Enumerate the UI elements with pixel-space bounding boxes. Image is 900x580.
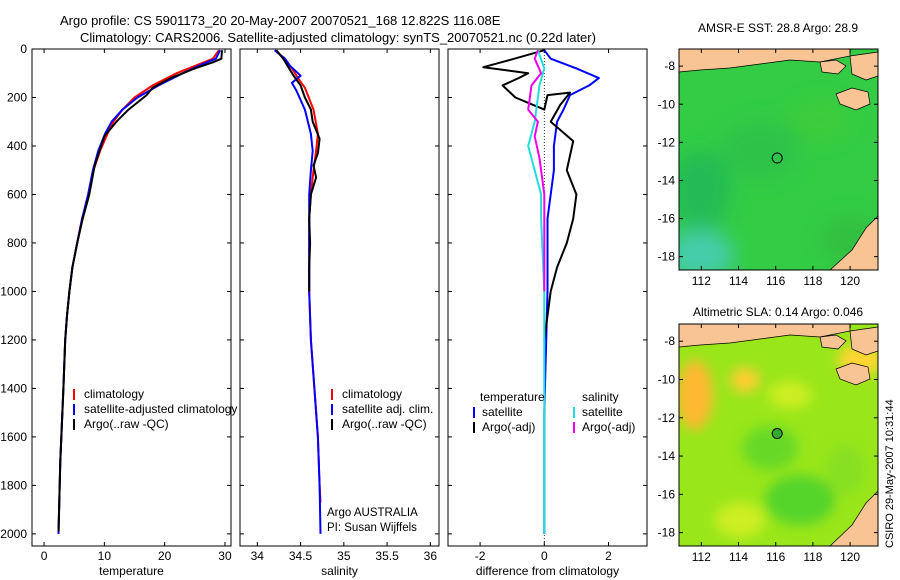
temperature-xtick-label: 30 (218, 549, 232, 563)
salinity-xtick-label: 35.5 (375, 549, 399, 563)
salinity-xlabel: salinity (321, 564, 358, 578)
difference-series-3-line (527, 49, 546, 292)
sst_map-ytick-label: -8 (664, 59, 675, 73)
bali-landmass (819, 59, 847, 75)
temperature-ytick-label: 1400 (0, 381, 27, 395)
sumbawa-landmass (849, 326, 878, 356)
pi-annotation: PI: Susan Wijffels (327, 522, 417, 534)
sst_map-xtick-label: 112 (692, 274, 711, 288)
sst_map-ytick-label: -14 (658, 173, 676, 187)
difference-legend-label: Argo(-adj) (582, 420, 635, 434)
sst_map-xtick-label: 120 (840, 274, 860, 288)
salinity-series-2-line (275, 49, 321, 292)
temperature-panel: 0 10 20 30 0 200 400 600 800 1000 1200 1400 1600 1800… (0, 42, 237, 578)
salinity-legend-label: climatology (342, 387, 402, 401)
salinity-legend-label: Argo(..raw -QC) (342, 417, 427, 431)
temperature-xtick-label: 20 (158, 549, 172, 563)
temperature-ytick-label: 0 (20, 42, 27, 56)
salinity-plot-frame (239, 48, 440, 547)
salinity-xtick-label: 34 (251, 549, 265, 563)
difference-xtick-label: 2 (605, 549, 612, 563)
sla_map-xtick-label: 120 (840, 550, 860, 564)
salinity-series-1-line (273, 49, 322, 534)
temperature-ytick-label: 1000 (0, 284, 27, 298)
sst_map-ytick-label: -16 (658, 212, 676, 226)
bali-landmass (819, 334, 847, 350)
difference-legend-label: Argo(-adj) (482, 420, 535, 434)
salinity-xtick-label: 35 (337, 549, 351, 563)
difference-series-1-line (482, 49, 578, 341)
difference-legend-label: satellite (482, 405, 523, 419)
temperature-ytick-label: 1600 (0, 430, 27, 444)
salinity-xtick-label: 36 (424, 549, 438, 563)
header-line-1: Argo profile: CS 5901173_20 20-May-2007 … (60, 13, 501, 28)
salinity-panel: 34 34.5 35 35.5 36 salinity climatologysatelli… (239, 48, 440, 578)
sla-map-axes: 112 114 116 118 120 -8 -10 -12 -14 -16 -18 (658, 324, 878, 564)
sst_map-ytick-label: -18 (658, 250, 676, 264)
sla_map-ytick-label: -12 (658, 411, 676, 425)
sst_map-xtick-label: 116 (766, 274, 785, 288)
sst_map-argo-position-marker (771, 152, 783, 164)
sla-map-panel: Altimetric SLA: 0.14 Argo: 0.046 112 114 1… (658, 305, 879, 564)
salinity-legend-label: satellite adj. clim. (342, 402, 433, 416)
sst-map-panel: AMSR-E SST: 28.8 Argo: 28.9 112 114 116 118… (658, 21, 879, 288)
difference-xtick-label: 0 (541, 549, 548, 563)
side-timestamp-label: CSIRO 29-May-2007 10:31:44 (884, 399, 896, 548)
australia-landmass (829, 490, 878, 546)
sst_map-xtick-label: 114 (729, 274, 748, 288)
sst_map-ytick-label: -10 (658, 97, 676, 111)
sla-map-title: Altimetric SLA: 0.14 Argo: 0.046 (693, 305, 863, 319)
difference-series-0-line (543, 49, 600, 534)
difference-xtick-label: -2 (475, 549, 486, 563)
temperature-plot-frame (31, 48, 232, 547)
sst-map-field (679, 49, 878, 270)
header-line-2: Climatology: CARS2006. Satellite-adjuste… (80, 30, 596, 45)
temperature-ytick-label: 600 (7, 187, 27, 201)
sst_map-ytick-label: -12 (658, 135, 676, 149)
sumbawa-landmass (849, 51, 878, 81)
temperature-ytick-label: 2000 (0, 527, 27, 541)
sla_map-argo-position-marker (771, 428, 783, 440)
sla_map-ytick-label: -10 (658, 373, 676, 387)
sst_map-xtick-label: 118 (803, 274, 822, 288)
temperature-legend-label: Argo(..raw -QC) (84, 417, 169, 431)
sla_map-ytick-label: -18 (658, 526, 676, 540)
difference-legend-header-temperature: temperature (480, 390, 545, 404)
temperature-ytick-label: 400 (7, 139, 27, 153)
temperature-series-2-line (57, 50, 223, 532)
temperature-legend-label: climatology (84, 387, 144, 401)
sla_map-xtick-label: 118 (803, 550, 822, 564)
salinity-xtick-label: 34.5 (289, 549, 313, 563)
difference-legend-header-salinity: salinity (582, 390, 619, 404)
temperature-xtick-label: 10 (98, 549, 112, 563)
sla_map-ytick-label: -8 (664, 334, 675, 348)
sla_map-xtick-label: 112 (692, 550, 711, 564)
australia-landmass (829, 215, 878, 270)
temperature-ytick-label: 1200 (0, 333, 27, 347)
temperature-ytick-label: 1800 (0, 478, 27, 492)
sumba-landmass (835, 362, 871, 386)
sla_map-ytick-label: -14 (658, 449, 676, 463)
temperature-xtick-label: 0 (41, 549, 48, 563)
temperature-ytick-label: 800 (7, 236, 27, 250)
temperature-ytick-label: 200 (7, 90, 27, 104)
sla_map-xtick-label: 114 (729, 550, 748, 564)
sumba-landmass (835, 87, 871, 111)
sla_map-ytick-label: -16 (658, 487, 676, 501)
sst-map-axes: 112 114 116 118 120 -8 -10 -12 -14 -16 -18 (658, 49, 878, 288)
temperature-legend-label: satellite-adjusted climatology (84, 402, 237, 416)
difference-xlabel: difference from climatology (476, 564, 619, 578)
sla_map-xtick-label: 116 (766, 550, 785, 564)
argo-australia-annotation: Argo AUSTRALIA (327, 507, 418, 519)
temperature-xlabel: temperature (99, 564, 164, 578)
sst-map-title: AMSR-E SST: 28.8 Argo: 28.9 (698, 21, 858, 35)
difference-series-2-line (527, 49, 546, 534)
sla-map-field (679, 324, 878, 546)
difference-legend-label: satellite (582, 405, 623, 419)
